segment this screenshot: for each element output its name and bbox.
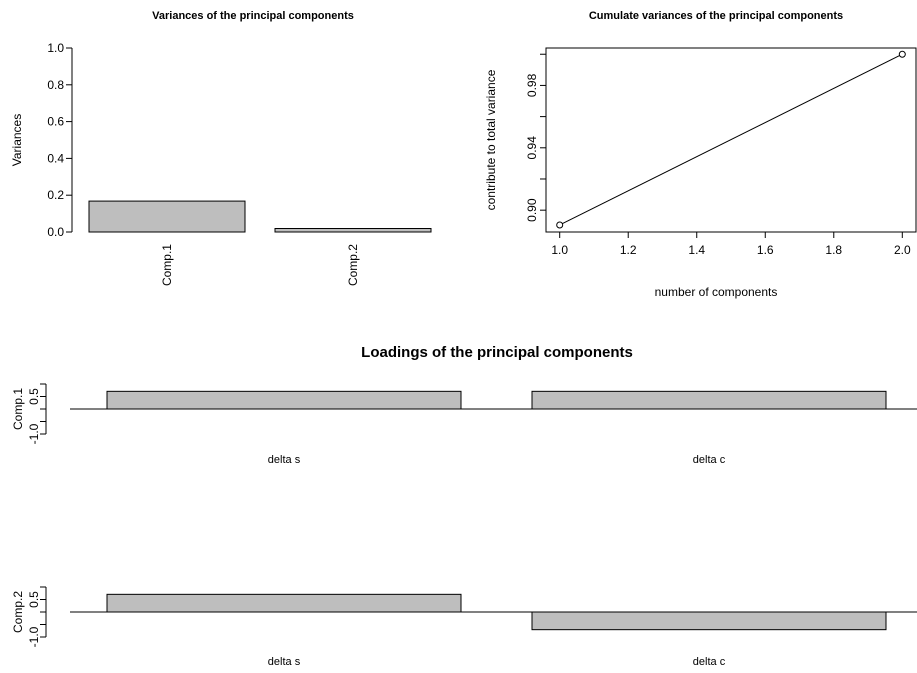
x-tick-label: 2.0	[894, 243, 911, 257]
data-point	[556, 221, 564, 229]
loadings-title: Loadings of the principal components	[361, 344, 633, 361]
y-tick-label: 0.5	[27, 591, 41, 608]
y-tick-label: 0.5	[27, 388, 41, 405]
y-tick-label: 0.8	[47, 78, 64, 92]
cumulative-y-label: contribute to total variance	[484, 69, 498, 210]
y-tick-label: 0.98	[525, 73, 539, 97]
loading-bar-delta-s	[106, 593, 462, 613]
x-category-label: Comp.2	[346, 244, 360, 286]
y-tick-label: -1.0	[27, 423, 41, 444]
x-tick-label: 1.2	[620, 243, 637, 257]
cumulative-line	[559, 53, 903, 226]
bar-comp-2	[274, 228, 432, 233]
y-tick-label: 0.90	[525, 198, 539, 222]
x-tick-label: 1.4	[688, 243, 705, 257]
loading-bar-delta-c	[531, 611, 887, 631]
plot-box	[545, 47, 917, 233]
loading-bar-delta-c	[531, 390, 887, 410]
variances-panel: Variances of the principal components Va…	[10, 10, 432, 286]
x-tick-label: 1.0	[551, 243, 568, 257]
bar-comp-1	[88, 200, 246, 233]
y-tick-label: 0.6	[47, 115, 64, 129]
variances-y-label: Variances	[10, 114, 24, 166]
y-tick-label: 0.94	[525, 136, 539, 160]
y-tick-label: 0.2	[47, 188, 64, 202]
loading-bar-delta-s	[106, 390, 462, 410]
x-tick-label: 1.8	[825, 243, 842, 257]
category-label: delta s	[268, 656, 301, 668]
variances-title: Variances of the principal components	[152, 10, 354, 22]
x-tick-label: 1.6	[757, 243, 774, 257]
category-label: delta s	[268, 454, 301, 466]
loadings-comp1-panel: Comp.1 0.5 -1.0 delta s delta c	[11, 383, 917, 466]
category-label: delta c	[693, 656, 726, 668]
data-point	[898, 50, 906, 58]
cumulative-x-label: number of components	[655, 285, 778, 299]
loadings-comp2-panel: Comp.2 0.5 -1.0 delta s delta c	[11, 586, 917, 668]
y-tick-label: 1.0	[47, 41, 64, 55]
y-tick-label: 0.0	[47, 225, 64, 239]
cumulative-panel: Cumulate variances of the principal comp…	[484, 10, 917, 299]
loadings-comp2-y-label: Comp.2	[11, 591, 25, 633]
y-tick-label: -1.0	[27, 626, 41, 647]
x-category-label: Comp.1	[160, 244, 174, 286]
loadings-comp1-y-label: Comp.1	[11, 388, 25, 430]
category-label: delta c	[693, 454, 726, 466]
cumulative-title: Cumulate variances of the principal comp…	[589, 10, 843, 22]
y-tick-label: 0.4	[47, 151, 64, 165]
